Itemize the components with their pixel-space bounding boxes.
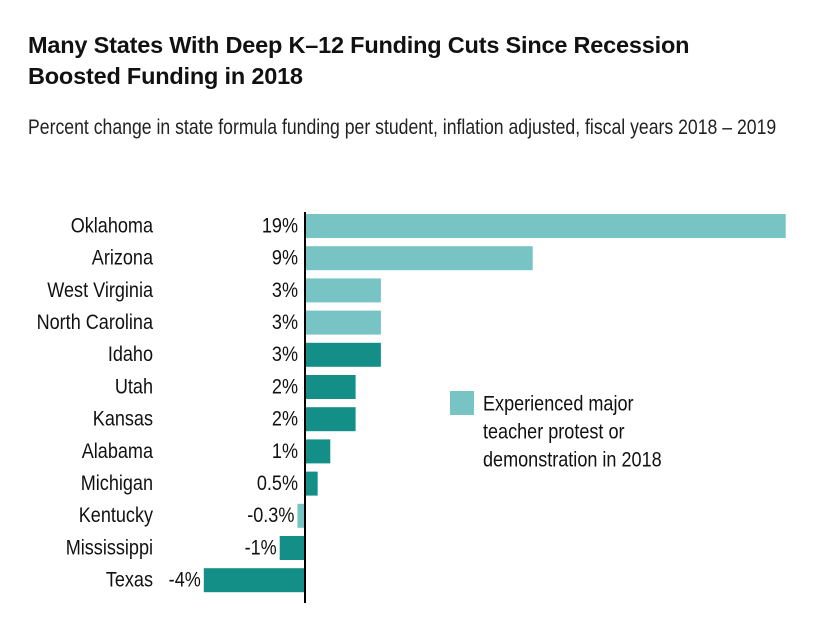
category-label: Arizona [92,246,153,270]
value-label: 0.5% [257,472,298,496]
category-label: Texas [106,568,153,592]
category-label: West Virginia [47,279,153,303]
category-label: Alabama [82,440,153,464]
bar-kansas [305,407,356,432]
value-label: 9% [272,246,298,270]
category-label: Michigan [81,472,153,496]
bar-michigan [305,471,318,496]
bar-arizona [305,246,533,271]
bar-alabama [305,439,331,464]
value-label: 3% [272,311,298,335]
legend-label: Experienced major [483,392,634,416]
category-label: Mississippi [66,536,153,560]
bar-oklahoma [305,214,786,238]
value-label: 1% [272,440,298,464]
bar-utah [305,375,356,399]
chart-subtitle: Percent change in state formula funding … [28,116,777,139]
value-label: 3% [272,343,298,367]
bar-texas [203,568,305,593]
category-label: Utah [115,375,153,399]
bar-north-carolina [305,310,381,335]
bar-idaho [305,342,381,367]
value-label: -4% [169,568,201,592]
category-label: Kansas [93,407,153,431]
legend-label: demonstration in 2018 [483,448,662,472]
bar-west-virginia [305,278,381,303]
legend-label: teacher protest or [483,420,625,444]
value-label: 19% [262,214,298,238]
value-label: 2% [272,407,298,431]
bar-mississippi [279,536,305,560]
value-label: -0.3% [247,504,294,528]
category-label: Kentucky [79,504,153,528]
legend-swatch [450,391,474,415]
value-label: 3% [272,279,298,303]
value-label: 2% [272,375,298,399]
chart-title: Many States With Deep K–12 Funding Cuts … [28,32,690,89]
category-label: Oklahoma [71,214,153,238]
bar-kentucky [297,503,305,528]
category-label: North Carolina [37,311,153,335]
category-label: Idaho [108,343,153,367]
value-label: -1% [245,536,277,560]
